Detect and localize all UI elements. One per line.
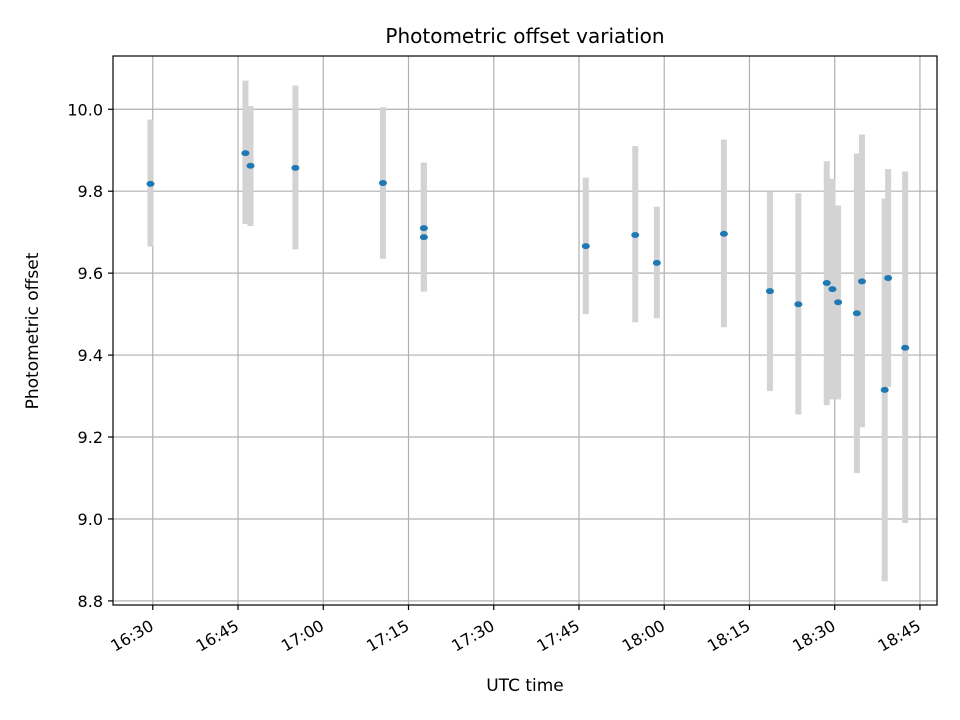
data-point <box>631 232 640 239</box>
data-point <box>719 230 728 237</box>
data-point <box>241 150 250 157</box>
y-tick-label: 9.6 <box>78 264 103 283</box>
data-point <box>828 286 837 293</box>
data-point <box>291 164 300 171</box>
point-layer <box>146 150 910 393</box>
y-tick-label: 8.8 <box>78 592 103 611</box>
y-tick-label: 9.2 <box>78 428 103 447</box>
data-point <box>378 180 387 187</box>
y-tick-label: 9.8 <box>78 182 103 201</box>
chart-title: Photometric offset variation <box>385 24 664 48</box>
data-point <box>884 275 893 282</box>
data-point <box>146 180 155 187</box>
data-point <box>852 310 861 317</box>
x-axis-title: UTC time <box>486 676 564 696</box>
data-point <box>419 234 428 241</box>
data-point <box>794 301 803 308</box>
data-point <box>857 278 866 285</box>
y-tick-label: 9.0 <box>78 510 103 529</box>
y-axis-title: Photometric offset <box>23 252 43 409</box>
y-tick-label: 9.4 <box>78 346 103 365</box>
data-point <box>246 162 255 169</box>
data-point <box>765 288 774 295</box>
data-point <box>822 279 831 286</box>
data-point <box>419 225 428 232</box>
data-point <box>901 344 910 351</box>
plot-frame <box>112 55 938 606</box>
data-point <box>652 259 661 266</box>
data-point <box>581 243 590 250</box>
data-point <box>880 386 889 393</box>
y-tick-label: 10.0 <box>67 100 103 119</box>
data-point <box>834 299 843 306</box>
